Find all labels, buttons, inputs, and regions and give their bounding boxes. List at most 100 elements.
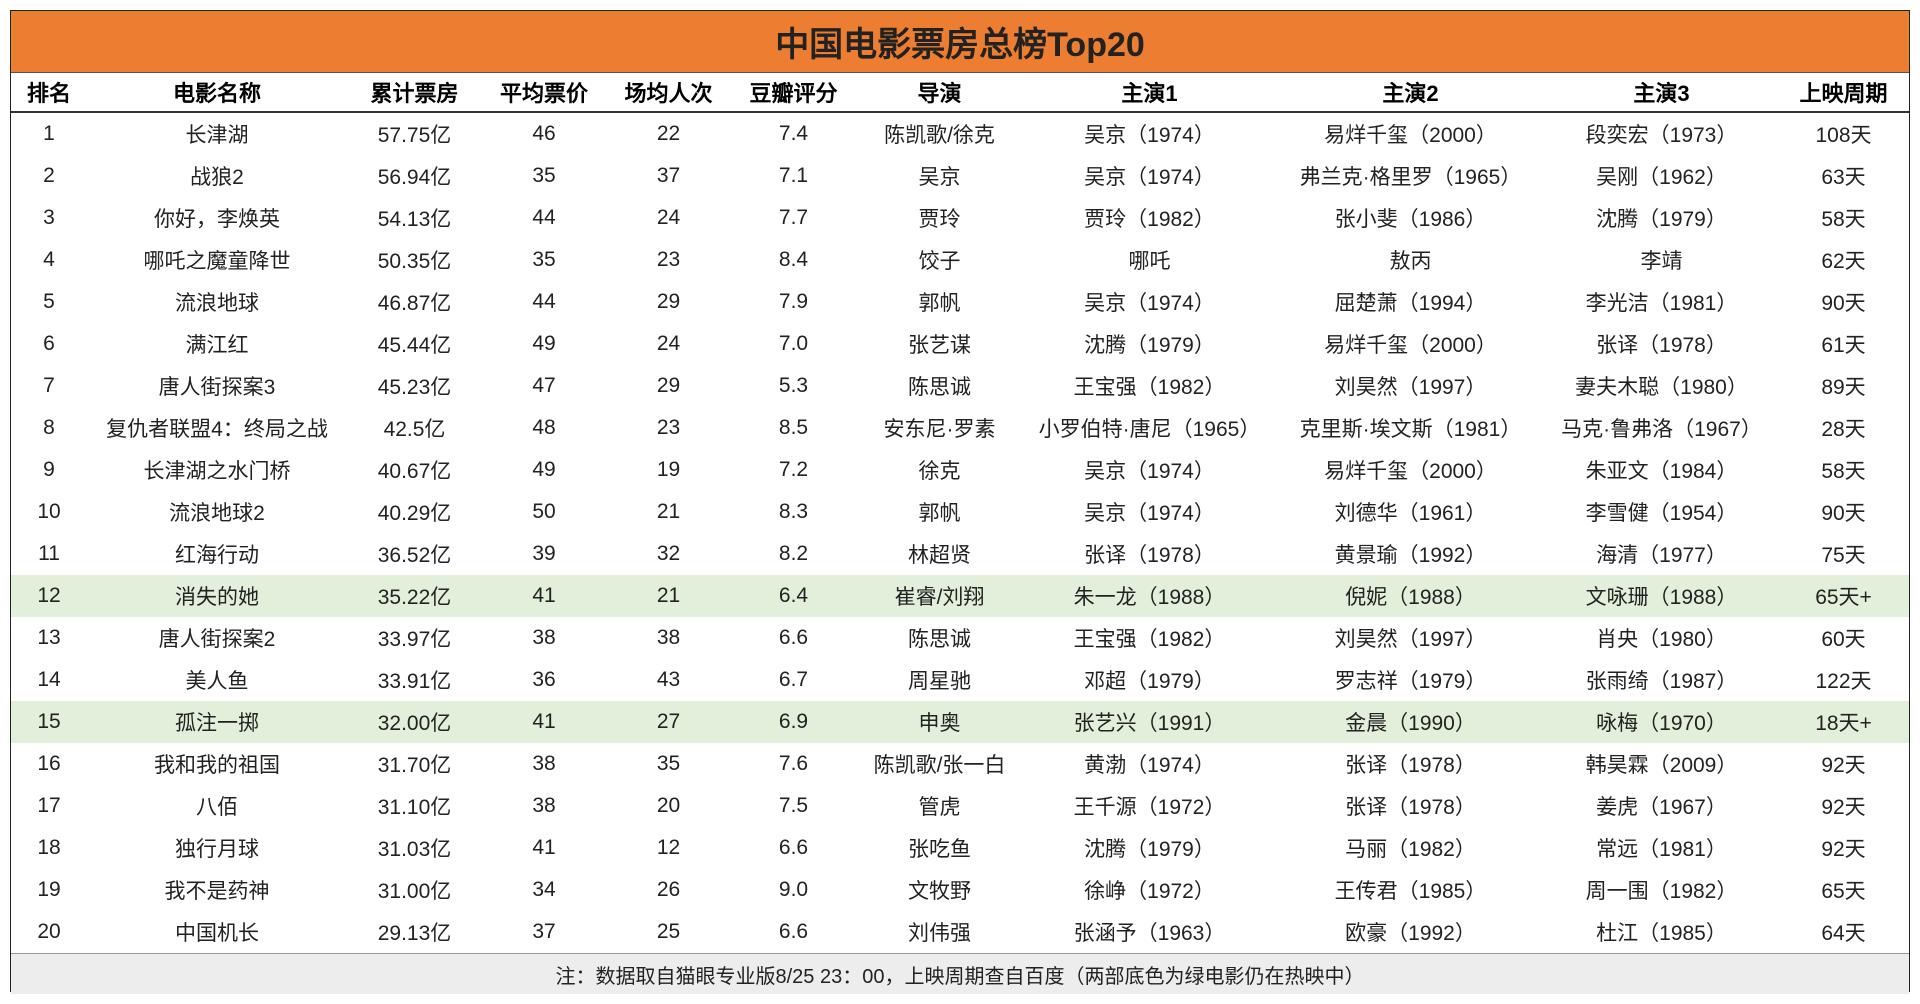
table-cell: 张艺兴（1991） bbox=[1073, 712, 1226, 735]
table-cell: 19 bbox=[37, 878, 61, 901]
table-cell: 唐人街探案3 bbox=[158, 376, 276, 399]
table-cell: 5 bbox=[43, 290, 55, 313]
table-cell: 崔睿/刘翔 bbox=[894, 586, 985, 609]
table-cell: 40.29亿 bbox=[377, 502, 452, 525]
table-cell: 17 bbox=[37, 794, 61, 817]
table-cell: 敖丙 bbox=[1389, 250, 1432, 273]
table-cell: 41 bbox=[532, 836, 556, 859]
table-cell: 9 bbox=[43, 458, 55, 481]
table-cell: 41 bbox=[532, 584, 556, 607]
table-cell: 7 bbox=[43, 374, 55, 397]
table-cell: 徐克 bbox=[918, 460, 961, 483]
table-cell: 108天 bbox=[1815, 124, 1872, 147]
table-cell: 李光洁（1981） bbox=[1585, 292, 1738, 315]
table-body: 1 长津湖 57.75亿 46 22 7.4 陈凯歌/徐克 吴京（1974） 易烊千玺（2000… bbox=[11, 112, 1909, 953]
table-cell: 沈腾（1979） bbox=[1084, 838, 1215, 861]
table-cell: 易烊千玺（2000） bbox=[1324, 334, 1497, 357]
table-cell: 3 bbox=[43, 206, 55, 229]
table-cell: 58天 bbox=[1821, 460, 1866, 483]
table-cell: 张吃鱼 bbox=[908, 838, 971, 861]
table-cell: 27 bbox=[656, 710, 681, 733]
table-cell: 6.6 bbox=[778, 920, 809, 943]
table-cell: 倪妮（1988） bbox=[1345, 586, 1476, 609]
table-cell: 1 bbox=[43, 122, 55, 145]
table-cell: 唐人街探案2 bbox=[158, 628, 276, 651]
table-cell: 弗兰克·格里罗（1965） bbox=[1299, 166, 1522, 189]
table-cell: 35.22亿 bbox=[377, 586, 452, 609]
table-cell: 11 bbox=[38, 542, 60, 565]
table-cell: 7.2 bbox=[778, 458, 809, 481]
table-cell: 文咏珊（1988） bbox=[1585, 586, 1738, 609]
table-cell: 9.0 bbox=[778, 878, 809, 901]
table-cell: 周一围（1982） bbox=[1585, 880, 1738, 903]
column-header: 豆瓣评分 bbox=[731, 73, 856, 113]
table-cell: 易烊千玺（2000） bbox=[1324, 460, 1497, 483]
table-cell: 49 bbox=[532, 332, 556, 355]
table-row: 5 流浪地球 46.87亿 44 29 7.9 郭帆 吴京（1974） 屈楚萧（1994） 李光洁… bbox=[11, 281, 1909, 323]
table-cell: 陈思诚 bbox=[908, 376, 971, 399]
column-header: 累计票房 bbox=[347, 73, 482, 113]
table-cell: 13 bbox=[37, 626, 61, 649]
table-cell: 19 bbox=[656, 458, 681, 481]
table-cell: 50.35亿 bbox=[377, 250, 452, 273]
table-row: 12 消失的她 35.22亿 41 21 6.4 崔睿/刘翔 朱一龙（1988） 倪妮（1988… bbox=[11, 575, 1909, 617]
table-cell: 林超贤 bbox=[908, 544, 971, 567]
table-cell: 90天 bbox=[1821, 292, 1866, 315]
table-cell: 吴京（1974） bbox=[1084, 460, 1215, 483]
column-header: 导演 bbox=[856, 73, 1023, 113]
table-cell: 35 bbox=[656, 752, 681, 775]
table-cell: 29 bbox=[656, 374, 681, 397]
table-cell: 122天 bbox=[1815, 670, 1872, 693]
table-cell: 贾玲 bbox=[918, 208, 961, 231]
table-cell: 流浪地球 bbox=[175, 292, 259, 315]
table-cell: 8.4 bbox=[778, 248, 809, 271]
table-cell: 14 bbox=[37, 668, 61, 691]
note: 注：数据取自猫眼专业版8/25 23：00，上映周期查自百度（两部底色为绿电影仍… bbox=[11, 953, 1909, 994]
table-cell: 92天 bbox=[1821, 754, 1866, 777]
table-cell: 张雨绮（1987） bbox=[1585, 670, 1738, 693]
table-cell: 5.3 bbox=[778, 374, 809, 397]
table-cell: 10 bbox=[37, 500, 61, 523]
table-cell: 中国机长 bbox=[175, 922, 259, 945]
table-cell: 61天 bbox=[1821, 334, 1866, 357]
table-cell: 75天 bbox=[1821, 544, 1866, 567]
table-cell: 6.7 bbox=[778, 668, 809, 691]
table-cell: 38 bbox=[532, 626, 556, 649]
table-cell: 4 bbox=[43, 248, 55, 271]
table-cell: 王宝强（1982） bbox=[1073, 376, 1226, 399]
table-cell: 42.5亿 bbox=[383, 418, 446, 441]
table-cell: 38 bbox=[532, 752, 556, 775]
table-cell: 吴京 bbox=[918, 166, 961, 189]
table-cell: 7.9 bbox=[778, 290, 809, 313]
table-cell: 张译（1978） bbox=[1596, 334, 1727, 357]
table-cell: 韩昊霖（2009） bbox=[1585, 754, 1738, 777]
table-cell: 文牧野 bbox=[908, 880, 971, 903]
table-cell: 美人鱼 bbox=[185, 670, 249, 693]
table-cell: 45.44亿 bbox=[377, 334, 452, 357]
table-cell: 你好，李焕英 bbox=[154, 208, 280, 231]
table-cell: 消失的她 bbox=[175, 586, 259, 609]
table-cell: 56.94亿 bbox=[377, 166, 452, 189]
title: 中国电影票房总榜Top20 bbox=[11, 11, 1909, 73]
table-row: 15 孤注一掷 32.00亿 41 27 6.9 申奥 张艺兴（1991） 金晨（1990） 咏梅… bbox=[11, 701, 1909, 743]
header-row: 排名 电影名称 累计票房 平均票价 场均人次 豆瓣评分 导演 主演1 主演2 主演3 上映周期 bbox=[11, 73, 1909, 113]
table-cell: 31.10亿 bbox=[377, 796, 452, 819]
table-row: 9 长津湖之水门桥 40.67亿 49 19 7.2 徐克 吴京（1974） 易烊千玺（2000… bbox=[11, 449, 1909, 491]
table-cell: 21 bbox=[656, 584, 681, 607]
table-row: 20 中国机长 29.13亿 37 25 6.6 刘伟强 张涵予（1963） 欧豪（1992） 杜… bbox=[11, 911, 1909, 953]
table-cell: 6.9 bbox=[778, 710, 809, 733]
table-cell: 欧豪（1992） bbox=[1345, 922, 1476, 945]
table-cell: 李雪健（1954） bbox=[1585, 502, 1738, 525]
table-cell: 63天 bbox=[1821, 166, 1866, 189]
table-cell: 刘德华（1961） bbox=[1334, 502, 1487, 525]
column-header: 主演1 bbox=[1023, 73, 1276, 113]
table-cell: 38 bbox=[656, 626, 681, 649]
table-cell: 6.6 bbox=[778, 626, 809, 649]
table-cell: 孤注一掷 bbox=[175, 712, 259, 735]
table-cell: 12 bbox=[656, 836, 681, 859]
table-cell: 朱一龙（1988） bbox=[1073, 586, 1226, 609]
table-cell: 25 bbox=[656, 920, 681, 943]
table-cell: 65天 bbox=[1821, 880, 1866, 903]
table-card: 中国电影票房总榜Top20 排名 电影名称 累计票房 平均票价 场均人次 豆瓣评分 导演 主演… bbox=[10, 10, 1910, 994]
table-cell: 沈腾（1979） bbox=[1084, 334, 1215, 357]
